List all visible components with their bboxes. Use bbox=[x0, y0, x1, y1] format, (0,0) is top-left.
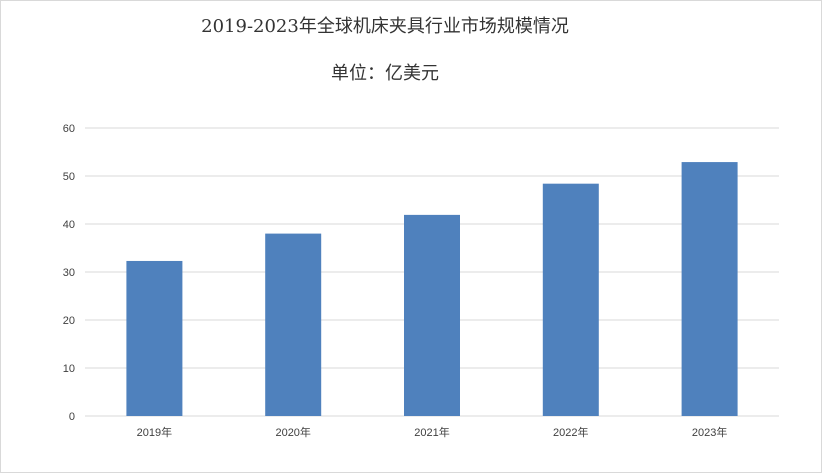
chart-subtitle: 单位：亿美元 bbox=[331, 63, 439, 84]
bar-2020年 bbox=[265, 233, 322, 416]
bar-2022年 bbox=[542, 183, 599, 416]
bars bbox=[126, 162, 738, 416]
gridlines bbox=[85, 127, 779, 417]
y-tick-label: 20 bbox=[63, 315, 75, 327]
x-tick-label: 2021年 bbox=[414, 425, 449, 439]
x-tick-label: 2023年 bbox=[692, 425, 727, 439]
x-tick-label: 2022年 bbox=[553, 425, 588, 439]
y-tick-label: 30 bbox=[63, 267, 75, 279]
y-tick-label: 50 bbox=[63, 171, 75, 183]
y-tick-label: 0 bbox=[69, 411, 75, 423]
x-tick-label: 2019年 bbox=[137, 425, 172, 439]
y-tick-label: 60 bbox=[63, 123, 75, 135]
chart-title: 2019-2023年全球机床夹具行业市场规模情况 bbox=[201, 16, 569, 37]
bar-2021年 bbox=[404, 214, 460, 416]
bar-2023年 bbox=[681, 162, 738, 416]
y-tick-label: 10 bbox=[63, 363, 75, 375]
bar-2019年 bbox=[126, 260, 183, 416]
x-tick-label: 2020年 bbox=[275, 425, 310, 439]
x-axis-ticks: 2019年 2020年 2021年 2022年 2023年 bbox=[137, 425, 728, 439]
y-tick-label: 40 bbox=[63, 219, 75, 231]
y-axis-ticks: 0 10 20 30 40 50 60 bbox=[63, 123, 75, 423]
